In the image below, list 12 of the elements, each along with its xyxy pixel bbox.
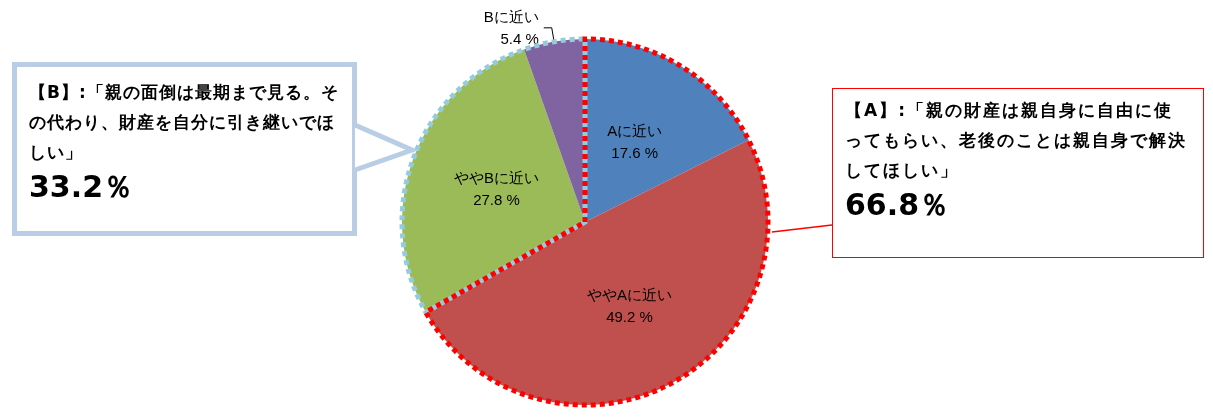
text: 33.2％ (29, 168, 135, 206)
data-label: 27.8 % (473, 191, 520, 209)
text: 【A】:「親の財産は親自身に自由に使ってもらい、老後のことは親自身で解決してほしい」 (845, 99, 1188, 182)
slice-label: ややBに近い (453, 169, 539, 187)
slice-label: Aに近い (607, 122, 663, 140)
data-label: 17.6 % (611, 144, 658, 162)
slice-label: Bに近い (483, 8, 539, 26)
data-label: 5.4 % (500, 30, 539, 48)
text: 66.8％ (845, 186, 951, 224)
data-label: 49.2 % (606, 307, 653, 325)
slice-label: ややAに近い (586, 285, 672, 303)
text: 【B】:「親の面倒は最期まで見る。その代わり、財産を自分に引き継いでほしい」 (29, 81, 340, 164)
